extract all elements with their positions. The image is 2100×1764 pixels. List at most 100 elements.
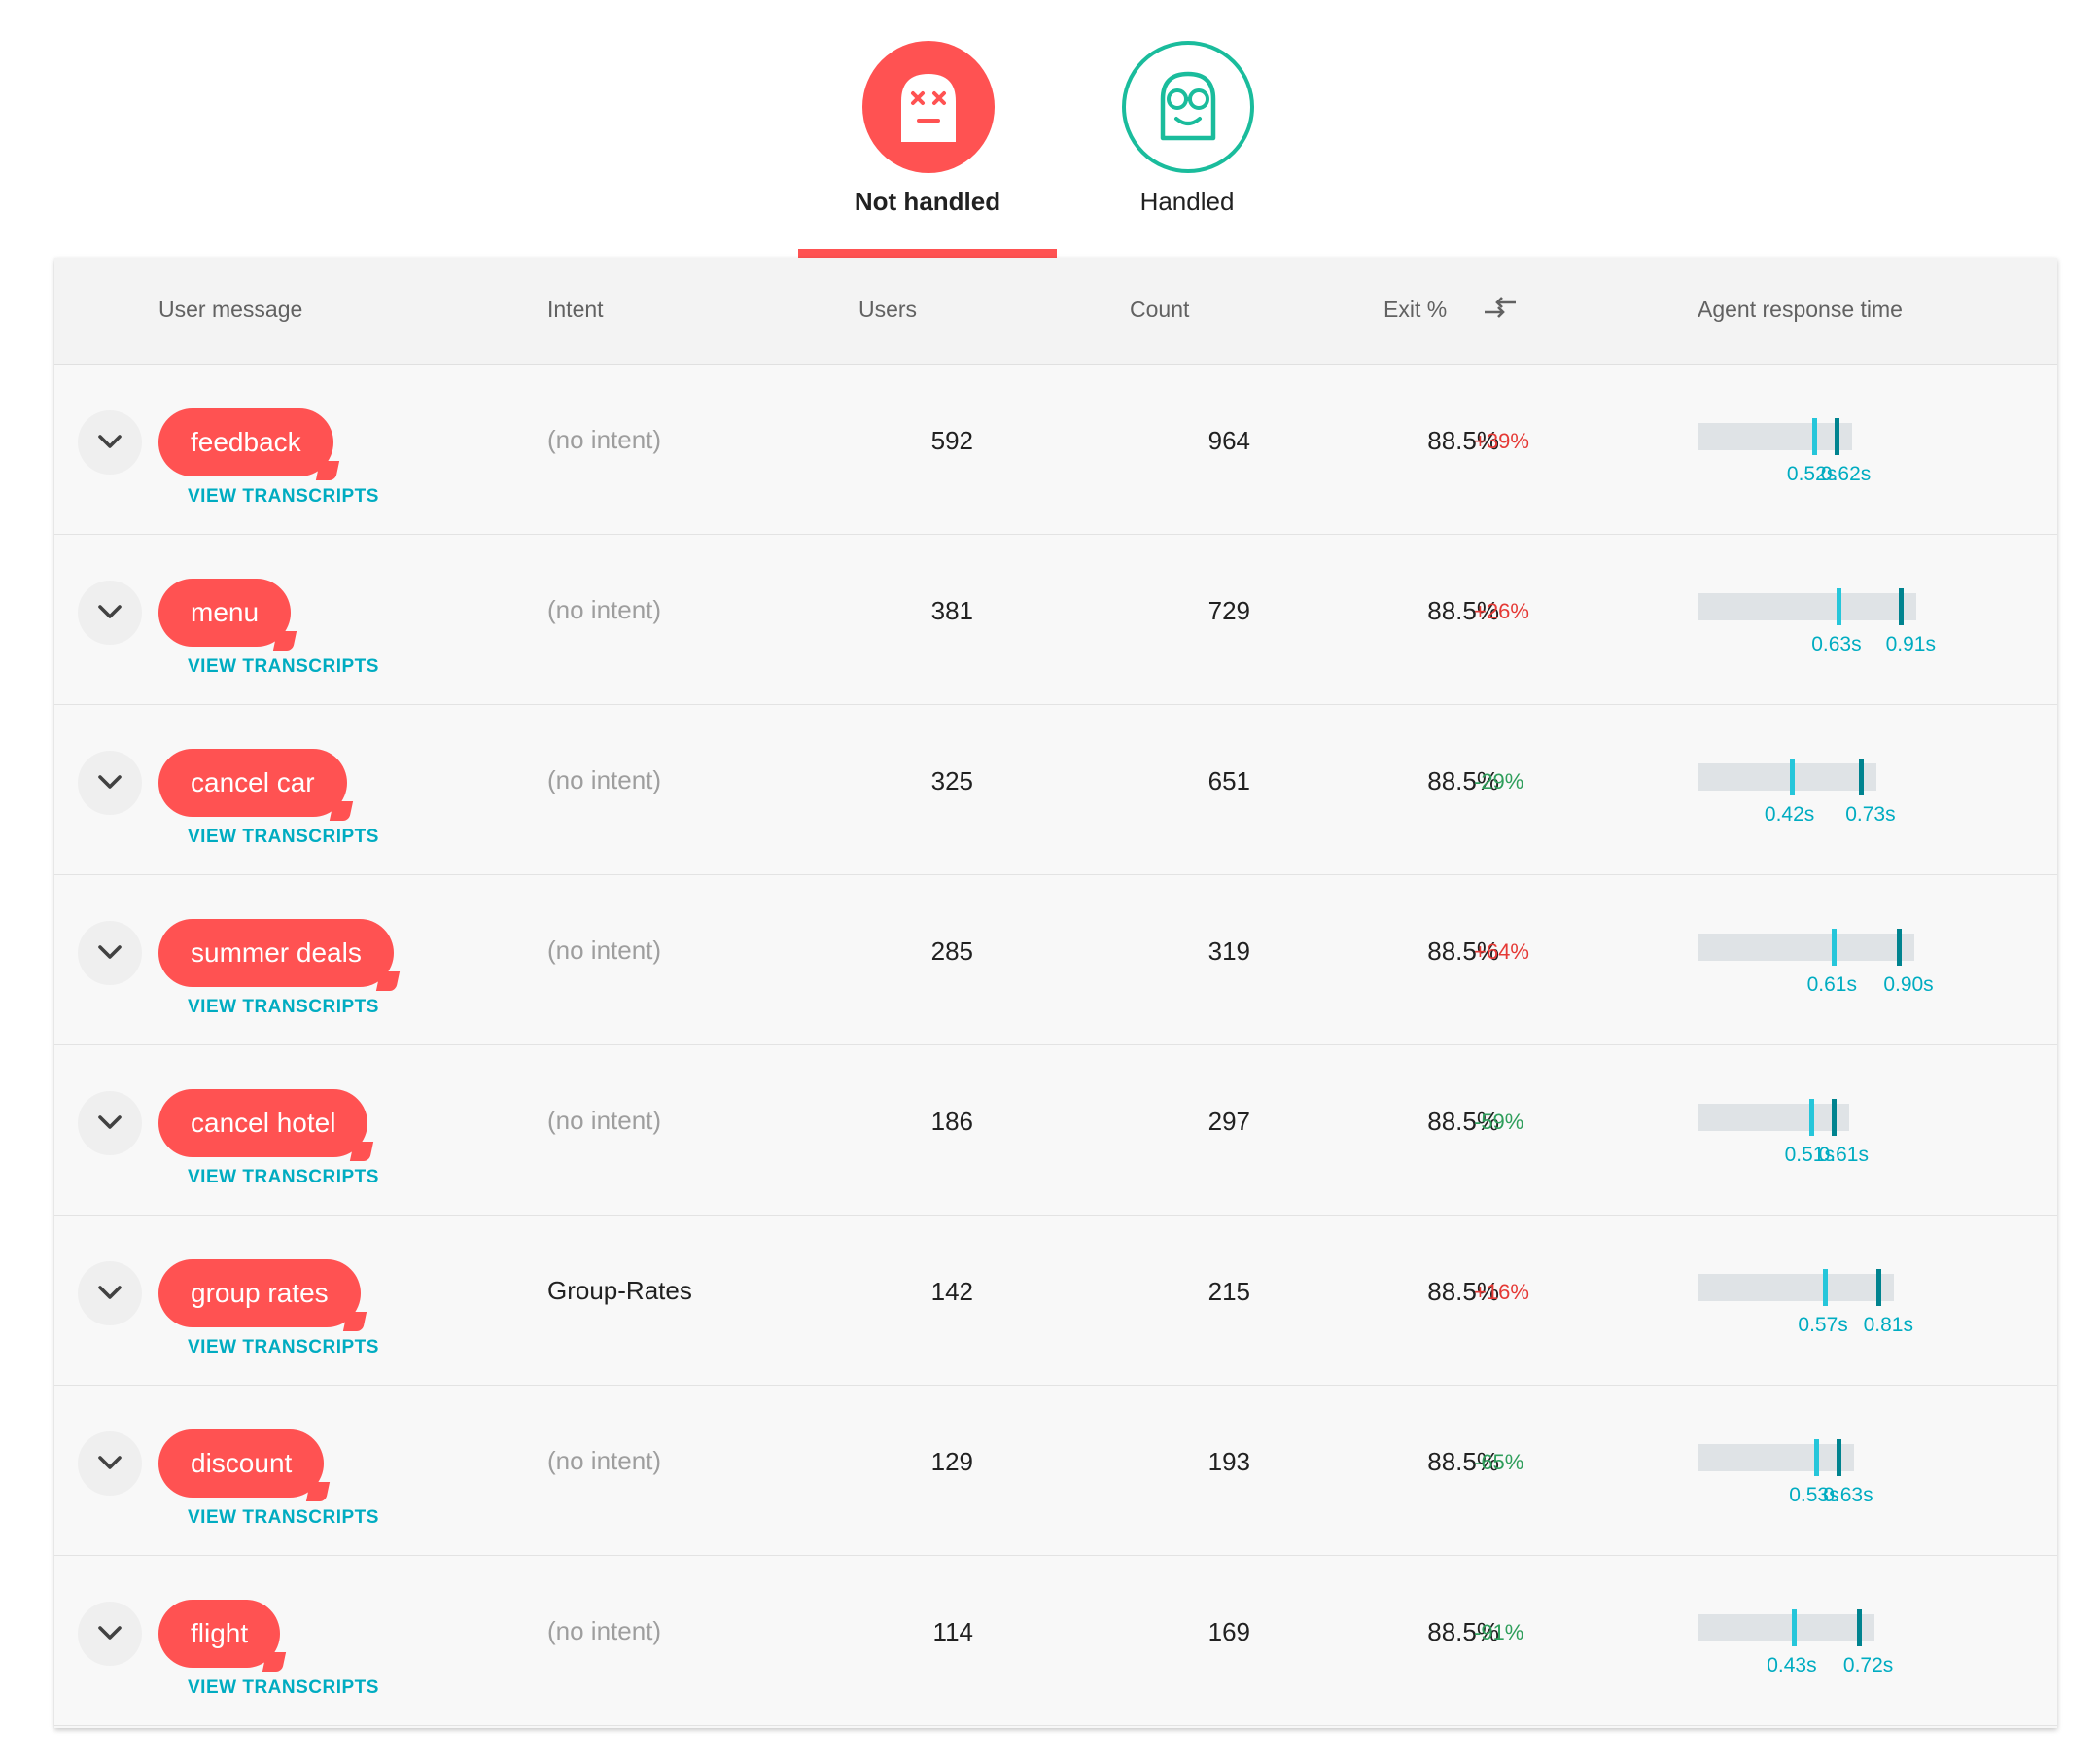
response-time-bar: 0.61s 0.90s (1698, 929, 1989, 1021)
response-time-bar: 0.42s 0.73s (1698, 759, 1989, 851)
response-time-label-first: 0.52s (1786, 463, 1838, 485)
user-message-bubble[interactable]: flight (158, 1600, 281, 1668)
table-row: cancel car VIEW TRANSCRIPTS (no intent) 325… (54, 705, 2057, 875)
view-transcripts-link[interactable]: VIEW TRANSCRIPTS (188, 1167, 379, 1187)
expand-row-button[interactable] (78, 581, 142, 645)
response-time-label-second: 0.90s (1883, 973, 1934, 996)
response-time-bar: 0.53s 0.63s (1698, 1439, 1989, 1532)
user-message-bubble[interactable]: cancel car (158, 749, 347, 817)
count-cell: 729 (1208, 596, 1250, 625)
exit-percent-cell: 88.5% (1427, 426, 1499, 455)
response-time-label-first: 0.53s (1789, 1484, 1839, 1506)
response-time-label-second: 0.73s (1845, 803, 1896, 826)
response-time-marker-first (1823, 1269, 1829, 1306)
user-message-bubble[interactable]: menu (158, 579, 292, 647)
exit-change-badge: +64% (1474, 939, 1529, 964)
response-time-track (1698, 934, 1914, 961)
tab-not-handled-label: Not handled (854, 187, 1001, 216)
expand-row-button[interactable] (78, 410, 142, 475)
expand-row-button[interactable] (78, 1431, 142, 1496)
exit-percent-cell: 88.5% (1427, 936, 1499, 966)
response-time-label-second: 0.72s (1842, 1654, 1894, 1676)
response-time-marker-second (1897, 929, 1902, 966)
user-message-bubble[interactable]: summer deals (158, 919, 394, 987)
exit-change-badge: -29% (1474, 769, 1524, 794)
response-time-marker-second (1899, 588, 1905, 625)
expand-row-button[interactable] (78, 1261, 142, 1325)
intent-cell: (no intent) (547, 1446, 662, 1475)
exit-change-badge: -59% (1474, 1110, 1524, 1134)
intent-cell: (no intent) (547, 425, 662, 454)
user-message-bubble[interactable]: group rates (158, 1259, 361, 1327)
exit-percent-cell: 88.5% (1427, 1447, 1499, 1476)
user-message-bubble[interactable]: discount (158, 1429, 325, 1498)
view-transcripts-link[interactable]: VIEW TRANSCRIPTS (188, 1337, 379, 1358)
tab-not-handled[interactable]: Not handled (798, 41, 1057, 259)
response-time-track (1698, 1614, 1874, 1641)
handled-tabs: Not handled Handled (0, 0, 2100, 259)
user-messages-table: User message Intent Users Count Exit % A… (54, 258, 2057, 1728)
expand-row-button[interactable] (78, 1602, 142, 1666)
view-transcripts-link[interactable]: VIEW TRANSCRIPTS (188, 827, 379, 847)
user-message-bubble[interactable]: cancel hotel (158, 1089, 368, 1157)
intent-cell: (no intent) (547, 595, 662, 624)
response-time-marker-second (1876, 1269, 1882, 1306)
chevron-down-icon (98, 1626, 122, 1640)
response-time-bar: 0.51s 0.61s (1698, 1099, 1989, 1191)
header-count[interactable]: Count (1130, 297, 1190, 322)
response-time-label-first: 0.42s (1764, 803, 1815, 826)
count-cell: 169 (1208, 1617, 1250, 1646)
response-time-bar: 0.63s 0.91s (1698, 588, 1989, 681)
users-cell: 114 (932, 1617, 973, 1646)
view-transcripts-link[interactable]: VIEW TRANSCRIPTS (188, 1507, 379, 1528)
intent-cell: (no intent) (547, 765, 662, 794)
exit-percent-cell: 88.5% (1427, 766, 1499, 795)
exit-change-badge: +16% (1474, 1280, 1529, 1304)
exit-change-badge: +26% (1474, 599, 1529, 623)
exit-change-badge: -65% (1474, 1450, 1524, 1474)
response-time-label-second: 0.62s (1820, 463, 1872, 485)
expand-row-button[interactable] (78, 751, 142, 815)
view-transcripts-link[interactable]: VIEW TRANSCRIPTS (188, 486, 379, 507)
compare-arrows-icon[interactable] (1483, 294, 1518, 321)
response-time-track (1698, 763, 1876, 791)
count-cell: 215 (1208, 1277, 1250, 1306)
response-time-marker-first (1832, 929, 1838, 966)
response-time-label-first: 0.63s (1811, 633, 1862, 655)
expand-row-button[interactable] (78, 1091, 142, 1155)
users-cell: 592 (930, 426, 973, 455)
users-cell: 129 (930, 1447, 973, 1476)
response-time-track (1698, 1274, 1895, 1301)
user-message-bubble[interactable]: feedback (158, 408, 333, 476)
chevron-down-icon (98, 435, 122, 448)
header-users[interactable]: Users (858, 297, 918, 322)
view-transcripts-link[interactable]: VIEW TRANSCRIPTS (188, 1677, 379, 1698)
exit-percent-cell: 88.5% (1427, 1277, 1499, 1306)
response-time-marker-first (1813, 1439, 1819, 1476)
table-row: summer deals VIEW TRANSCRIPTS (no intent) 2… (54, 875, 2057, 1045)
header-intent: Intent (547, 297, 604, 322)
count-cell: 651 (1208, 766, 1250, 795)
response-time-marker-first (1789, 759, 1795, 795)
view-transcripts-link[interactable]: VIEW TRANSCRIPTS (188, 997, 379, 1017)
response-time-bar: 0.57s 0.81s (1698, 1269, 1989, 1361)
chevron-down-icon (98, 605, 122, 618)
users-cell: 142 (930, 1277, 973, 1306)
tab-handled[interactable]: Handled (1058, 41, 1316, 259)
response-time-label-first: 0.51s (1784, 1144, 1835, 1166)
intent-cell: (no intent) (547, 1616, 662, 1645)
header-agent-response-time: Agent response time (1698, 297, 1903, 322)
response-time-label-second: 0.61s (1818, 1144, 1869, 1166)
response-time-label-second: 0.81s (1863, 1314, 1913, 1336)
tab-handled-label: Handled (1139, 187, 1235, 216)
table-row: discount VIEW TRANSCRIPTS (no intent) 129 19… (54, 1386, 2057, 1556)
count-cell: 319 (1208, 936, 1250, 966)
view-transcripts-link[interactable]: VIEW TRANSCRIPTS (188, 656, 379, 677)
response-time-marker-second (1834, 418, 1839, 455)
chevron-down-icon (98, 945, 122, 959)
happy-bot-glasses-icon (1122, 41, 1254, 173)
expand-row-button[interactable] (78, 921, 142, 985)
response-time-marker-first (1811, 418, 1817, 455)
header-exit[interactable]: Exit % (1383, 297, 1448, 322)
dead-bot-face-icon (862, 41, 995, 173)
